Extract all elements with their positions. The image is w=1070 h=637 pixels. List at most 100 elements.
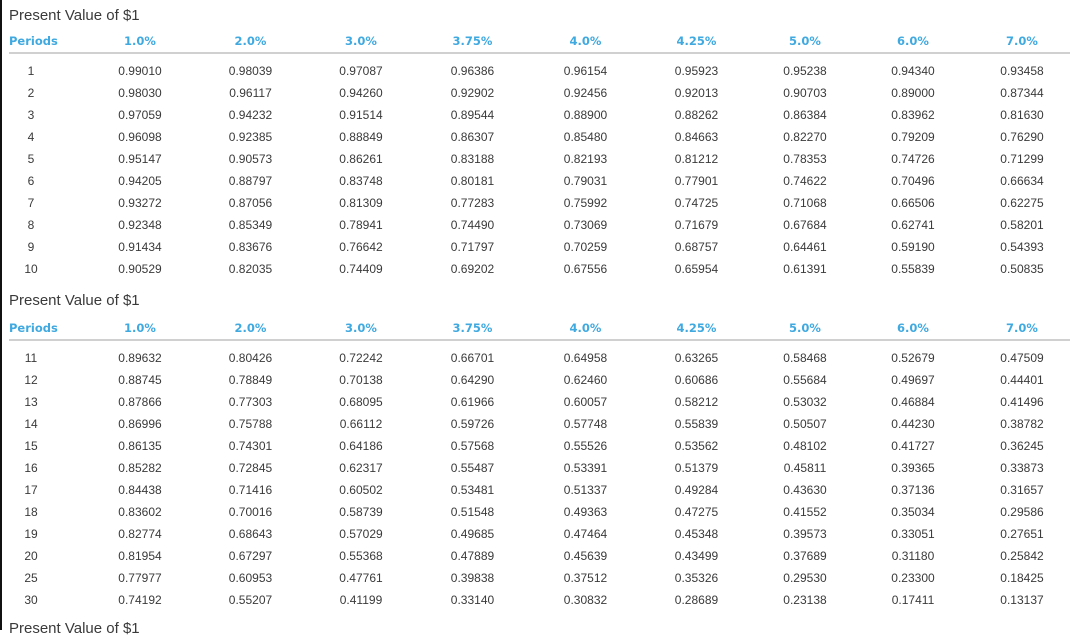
pv-factor-cell: 0.33051 bbox=[891, 527, 935, 541]
pv-factor-cell: 0.77303 bbox=[228, 395, 273, 409]
period-cell: 19 bbox=[9, 523, 85, 545]
pv-factor-cell: 0.67556 bbox=[563, 262, 608, 276]
pv-factor-cell: 0.23300 bbox=[891, 571, 935, 585]
pv-factor-cell: 0.75788 bbox=[228, 417, 273, 431]
pv-factor-cell: 0.38782 bbox=[1000, 417, 1044, 431]
pv-factor-cell: 0.88797 bbox=[228, 174, 273, 188]
period-number: 17 bbox=[24, 483, 38, 497]
pv-factor-cell: 0.86307 bbox=[450, 130, 495, 144]
pv-factor-cell: 0.70496 bbox=[891, 174, 935, 188]
period-number: 9 bbox=[27, 240, 35, 254]
period-cell: 9 bbox=[9, 236, 85, 258]
column-header-rate: 1.0% bbox=[124, 321, 156, 335]
pv-factor-cell: 0.37136 bbox=[891, 483, 935, 497]
table-row: 9 0.91434 0.83676 0.76642 0.71797 0.70259 0.68… bbox=[9, 236, 1070, 258]
pv-factor-cell: 0.91434 bbox=[118, 240, 162, 254]
pv-factor-cell: 0.49284 bbox=[674, 483, 719, 497]
pv-factor-cell: 0.64290 bbox=[450, 373, 495, 387]
pv-factor-cell: 0.66701 bbox=[450, 351, 495, 365]
pv-factor-cell: 0.55839 bbox=[674, 417, 719, 431]
period-number: 25 bbox=[24, 571, 38, 585]
pv-factor-cell: 0.41496 bbox=[1000, 395, 1044, 409]
pv-factor-cell: 0.37689 bbox=[783, 549, 827, 563]
pv-factor-cell: 0.29530 bbox=[783, 571, 827, 585]
pv-factor-cell: 0.71416 bbox=[228, 483, 273, 497]
pv-factor-cell: 0.76290 bbox=[1000, 130, 1044, 144]
pv-factor-cell: 0.71299 bbox=[1000, 152, 1044, 166]
pv-factor-cell: 0.41199 bbox=[339, 593, 383, 607]
pv-factor-cell: 0.45639 bbox=[563, 549, 608, 563]
pv-factor-cell: 0.29586 bbox=[1000, 505, 1044, 519]
period-cell: 11 bbox=[9, 347, 85, 369]
pv-factor-cell: 0.27651 bbox=[1000, 527, 1044, 541]
table-row: 18 0.83602 0.70016 0.58739 0.51548 0.49363 0.4… bbox=[9, 501, 1070, 523]
column-header-rate: 3.0% bbox=[345, 34, 377, 48]
pv-factor-cell: 0.83602 bbox=[118, 505, 162, 519]
period-cell: 18 bbox=[9, 501, 85, 523]
pv-factor-cell: 0.59190 bbox=[891, 240, 935, 254]
period-number: 20 bbox=[24, 549, 38, 563]
pv-factor-cell: 0.58201 bbox=[1000, 218, 1044, 232]
pv-factor-cell: 0.94232 bbox=[228, 108, 273, 122]
pv-factor-cell: 0.82193 bbox=[563, 152, 608, 166]
table-row: 6 0.94205 0.88797 0.83748 0.80181 0.79031 0.77… bbox=[9, 170, 1070, 192]
pv-factor-cell: 0.57568 bbox=[450, 439, 495, 453]
pv-factor-cell: 0.82774 bbox=[118, 527, 162, 541]
pv-factor-cell: 0.94205 bbox=[118, 174, 162, 188]
pv-factor-cell: 0.96386 bbox=[450, 64, 495, 78]
pv-factor-cell: 0.76642 bbox=[339, 240, 383, 254]
column-header-rate: 3.0% bbox=[345, 321, 377, 335]
period-cell: 14 bbox=[9, 413, 85, 435]
pv-factor-cell: 0.84438 bbox=[118, 483, 162, 497]
period-number: 2 bbox=[27, 86, 35, 100]
table-row: 14 0.86996 0.75788 0.66112 0.59726 0.57748 0.5… bbox=[9, 413, 1070, 435]
period-number: 15 bbox=[24, 439, 38, 453]
pv-factor-cell: 0.55207 bbox=[228, 593, 273, 607]
pv-factor-cell: 0.47889 bbox=[450, 549, 495, 563]
pv-factor-cell: 0.83676 bbox=[228, 240, 273, 254]
pv-factor-cell: 0.87056 bbox=[228, 196, 273, 210]
pv-factor-cell: 0.41727 bbox=[891, 439, 935, 453]
pv-factor-cell: 0.51379 bbox=[674, 461, 719, 475]
column-header-rate: 6.0% bbox=[897, 34, 929, 48]
pv-factor-cell: 0.50507 bbox=[783, 417, 827, 431]
pv-factor-cell: 0.81954 bbox=[118, 549, 162, 563]
pv-factor-cell: 0.31657 bbox=[1000, 483, 1044, 497]
pv-factor-cell: 0.87344 bbox=[1000, 86, 1044, 100]
pv-factor-cell: 0.74725 bbox=[674, 196, 719, 210]
column-header-rate: 7.0% bbox=[1006, 34, 1038, 48]
pv-factor-cell: 0.47761 bbox=[339, 571, 383, 585]
period-cell: 25 bbox=[9, 567, 85, 589]
pv-factor-cell: 0.66634 bbox=[1000, 174, 1044, 188]
column-header-periods: Periods bbox=[9, 321, 58, 335]
period-cell: 7 bbox=[9, 192, 85, 214]
pv-factor-cell: 0.95238 bbox=[783, 64, 827, 78]
pv-factor-cell: 0.80181 bbox=[450, 174, 495, 188]
header-row: Periods 1.0% 2.0% 3.0% 3.75% 4.0% 4.25% 5.0% 6.0… bbox=[9, 317, 1070, 340]
period-number: 16 bbox=[24, 461, 38, 475]
column-header-rate: 4.25% bbox=[676, 34, 717, 48]
pv-factor-cell: 0.89000 bbox=[891, 86, 935, 100]
pv-factor-cell: 0.62741 bbox=[891, 218, 935, 232]
period-number: 6 bbox=[27, 174, 35, 188]
pv-factor-cell: 0.62460 bbox=[563, 373, 608, 387]
column-header-rate: 5.0% bbox=[789, 321, 821, 335]
pv-factor-cell: 0.92385 bbox=[228, 130, 273, 144]
pv-factor-cell: 0.71797 bbox=[450, 240, 495, 254]
pv-factor-cell: 0.66506 bbox=[891, 196, 935, 210]
pv-factor-cell: 0.23138 bbox=[783, 593, 827, 607]
pv-factor-cell: 0.74192 bbox=[118, 593, 162, 607]
pv-factor-cell: 0.63265 bbox=[674, 351, 719, 365]
column-header-rate: 4.0% bbox=[569, 321, 602, 335]
pv-factor-cell: 0.13137 bbox=[1000, 593, 1044, 607]
pv-factor-cell: 0.90529 bbox=[118, 262, 162, 276]
pv-factor-cell: 0.49697 bbox=[891, 373, 935, 387]
period-number: 13 bbox=[24, 395, 38, 409]
pv-factor-cell: 0.78849 bbox=[228, 373, 273, 387]
pv-factor-cell: 0.86261 bbox=[339, 152, 383, 166]
pv-factor-cell: 0.55368 bbox=[339, 549, 383, 563]
column-header-periods: Periods bbox=[9, 34, 58, 48]
pv-factor-cell: 0.43499 bbox=[674, 549, 719, 563]
pv-factor-cell: 0.18425 bbox=[1000, 571, 1044, 585]
pv-factor-cell: 0.82035 bbox=[228, 262, 273, 276]
